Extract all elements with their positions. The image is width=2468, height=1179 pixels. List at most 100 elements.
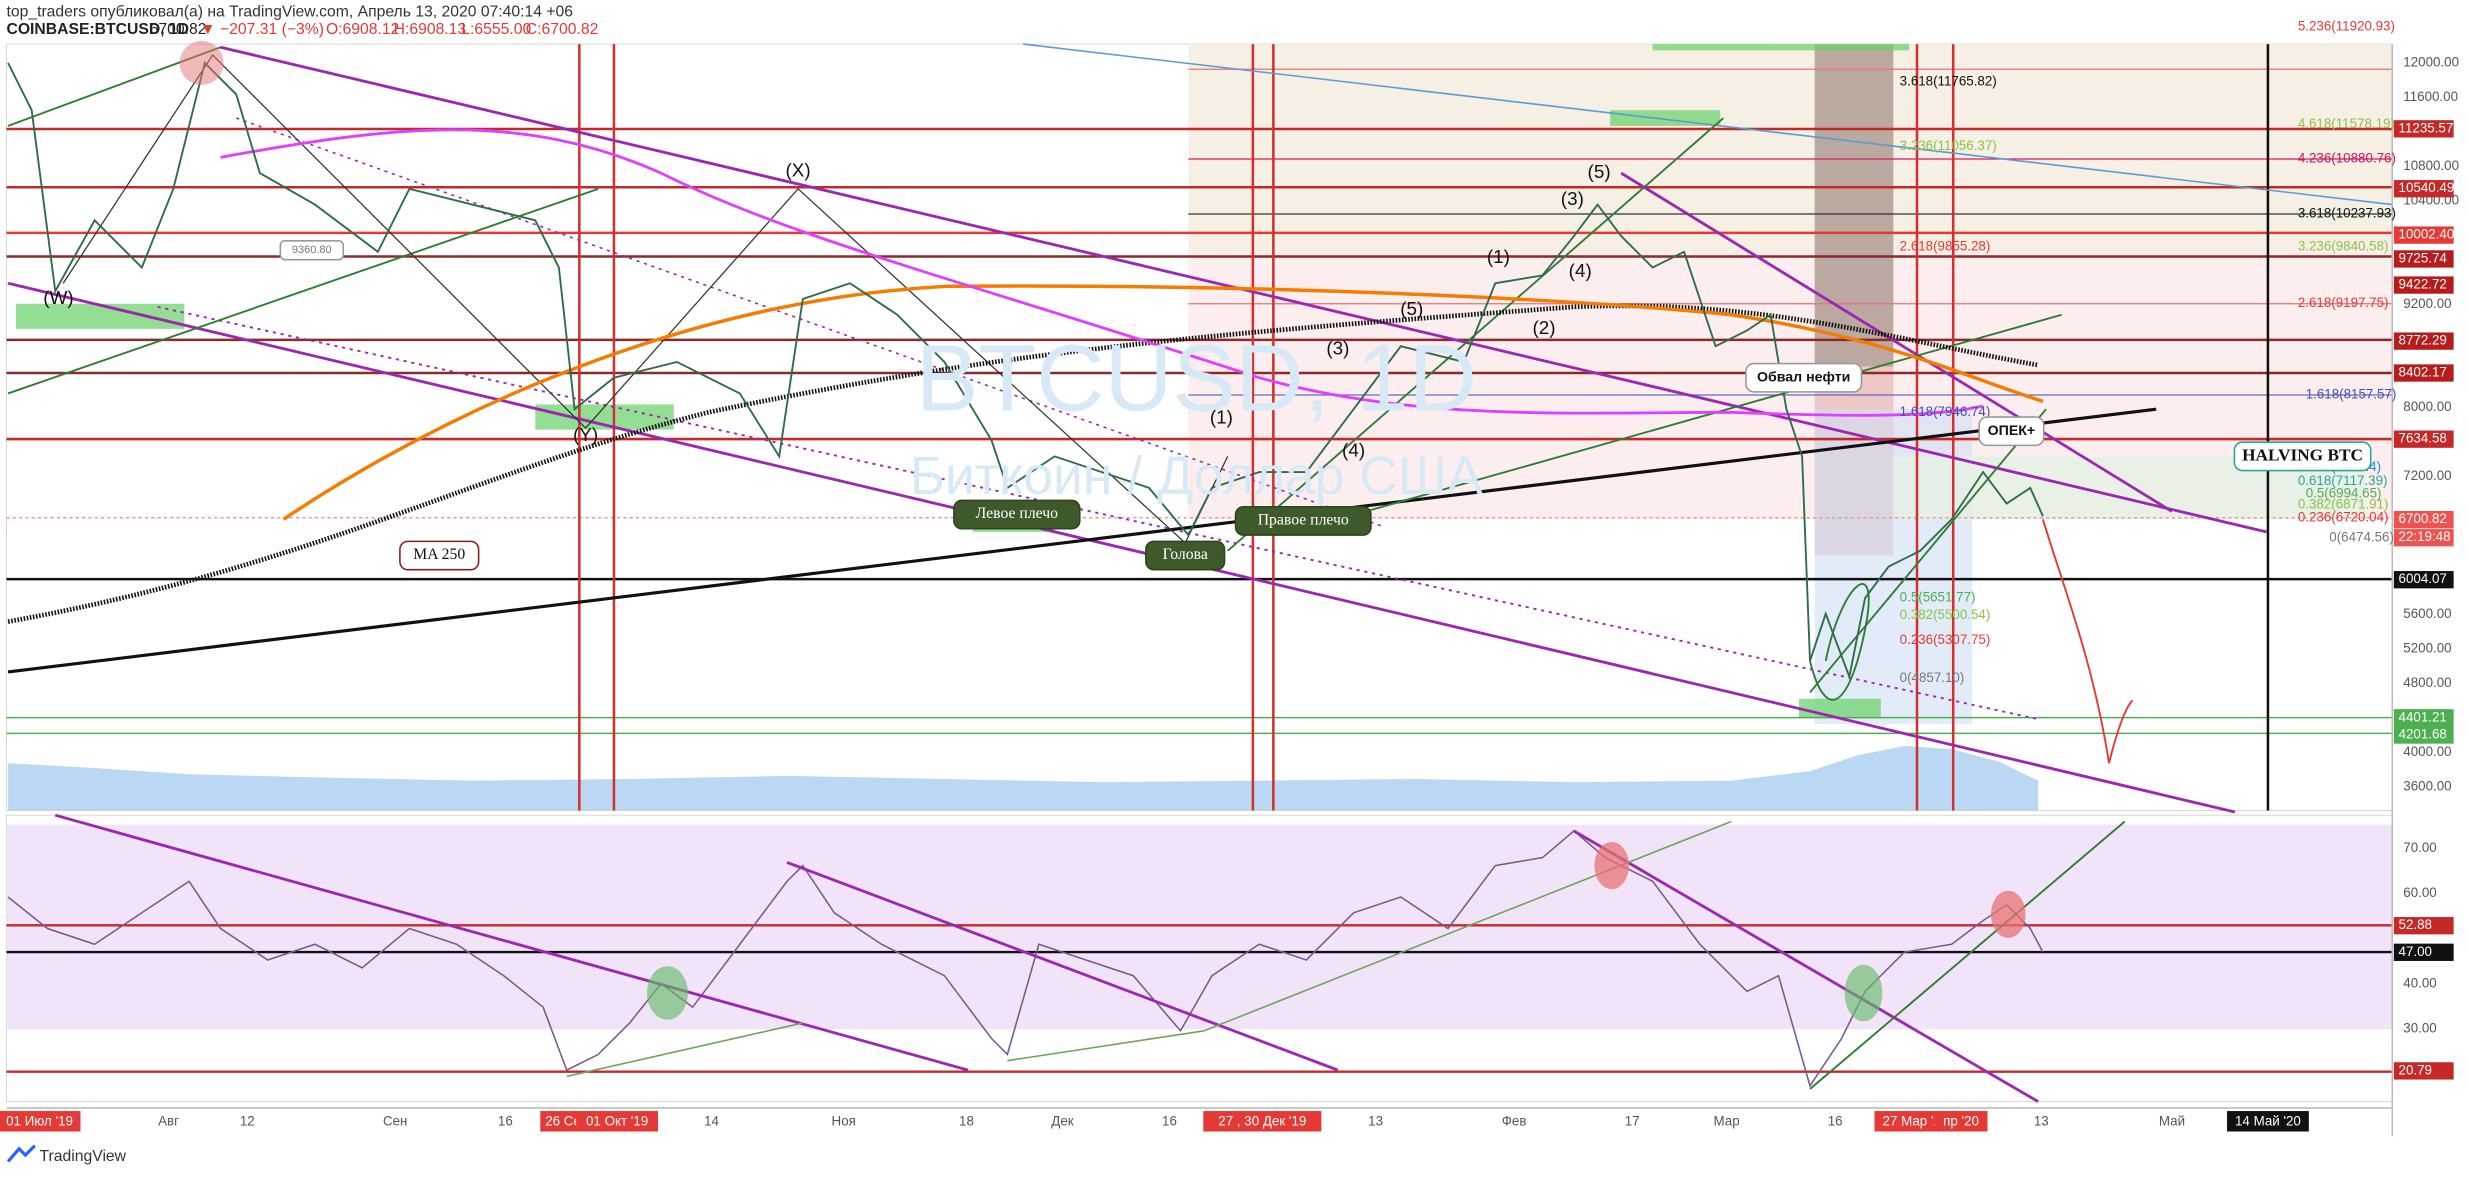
price-tick-label: 5600.00 xyxy=(2403,606,2451,621)
time-label: 27 , 30 Дек '19 xyxy=(1218,1114,1306,1129)
price-label-bg xyxy=(2393,510,2454,529)
level-lines xyxy=(6,68,2393,735)
fib-label: 0(6474.56) xyxy=(2329,530,2394,545)
tv-logo xyxy=(6,1144,36,1163)
rsi-trend-lines xyxy=(54,813,2126,1103)
wave-label: (3) xyxy=(1326,338,1349,359)
price-label: 6004.07 xyxy=(2399,571,2447,586)
rsi-label-bg xyxy=(2393,917,2454,935)
price-tick-label: 4800.00 xyxy=(2403,675,2451,690)
annotation: Обвал нефти xyxy=(1757,369,1850,385)
fib-label: 1.618(8157.57) xyxy=(2306,387,2397,402)
wave-label: (1) xyxy=(1210,408,1233,429)
wave-label: (Y) xyxy=(573,425,598,446)
symbol-line: COINBASE:BTCUSD, 1D 6700.82 ▼ −207.31 (−… xyxy=(6,21,598,38)
wave-label: (X) xyxy=(785,161,810,182)
time-label: 14 xyxy=(704,1114,719,1129)
price-tick-label: 4000.00 xyxy=(2403,744,2451,759)
fib-label: 0.382(5500.54) xyxy=(1900,607,1991,622)
rsi-tick-label: 70.00 xyxy=(2403,840,2436,855)
time-label: Май xyxy=(2159,1114,2185,1129)
price-label-bg xyxy=(2393,430,2454,448)
price-label: 10002.40 xyxy=(2399,227,2455,242)
price-label: 9725.74 xyxy=(2399,250,2448,265)
last-price: 6700.82 xyxy=(150,21,207,38)
footer-brand: TradingView xyxy=(40,1148,127,1165)
price-label: 8402.17 xyxy=(2399,365,2447,380)
price-tick-label: 7200.00 xyxy=(2403,468,2451,483)
price-tick-label: 9200.00 xyxy=(2403,296,2451,311)
price-tick-label: 12000.00 xyxy=(2403,54,2459,69)
price-tick-label: 10800.00 xyxy=(2403,158,2459,173)
time-label: Фев xyxy=(1502,1114,1527,1129)
rsi-tick-label: 60.00 xyxy=(2403,885,2436,900)
fib-label: 4.618(11578.19) xyxy=(2298,116,2395,131)
fib-label: 1.618(7946.74) xyxy=(1900,404,1991,419)
time-label: 16 xyxy=(1828,1114,1843,1129)
time-label-bg xyxy=(0,1111,81,1132)
price-tick-label: 5200.00 xyxy=(2403,641,2451,656)
price-label-bg xyxy=(2393,250,2454,268)
fib-label: 3.236(9840.58) xyxy=(2298,239,2389,254)
note: 9360.80 xyxy=(292,244,332,256)
fib-label: 2.618(9855.28) xyxy=(1900,239,1991,254)
annotation-box xyxy=(953,499,1081,530)
fib-label: 0.236(5307.75) xyxy=(1900,632,1991,647)
price-label: 9422.72 xyxy=(2399,277,2447,292)
annotation-box xyxy=(1145,540,1226,571)
price-tick-label: 3600.00 xyxy=(2403,778,2451,793)
price-label: 11235.57 xyxy=(2399,120,2454,135)
fib-label: 0.5(6994.65) xyxy=(2306,486,2382,501)
price-label-bg xyxy=(2393,726,2454,744)
close: C:6700.82 xyxy=(526,21,599,38)
time-label: 13 xyxy=(1368,1114,1383,1129)
price-label-bg xyxy=(2393,276,2454,294)
price-line xyxy=(7,61,2044,681)
wave-label: (W) xyxy=(43,288,73,309)
fib-label: 3.618(10237.93) xyxy=(2298,206,2396,221)
time-label: 01 Окт '19 xyxy=(586,1114,648,1129)
wave-label: (1) xyxy=(1487,247,1510,268)
time-label: 16 xyxy=(1162,1114,1177,1129)
wave-label: (5) xyxy=(1400,299,1423,320)
price-label: 8772.29 xyxy=(2399,333,2447,348)
fib-label: 2.618(9197.75) xyxy=(2298,295,2389,310)
time-label-bg xyxy=(1934,1111,1988,1132)
marker xyxy=(179,40,224,85)
fib-zone xyxy=(1188,44,2393,252)
fib-label: 0.5(5651.77) xyxy=(1900,590,1976,605)
high: H:6908.13 xyxy=(394,21,467,38)
rsi-tick-label: 40.00 xyxy=(2403,976,2436,991)
price-label-bg xyxy=(2393,332,2454,350)
time-label: 14 Май '20 xyxy=(2235,1114,2301,1129)
time-label: 01 Июл '19 xyxy=(6,1114,73,1129)
rsi-label: 20.79 xyxy=(2399,1062,2432,1077)
annotation: MA 250 xyxy=(413,546,465,563)
time-label-bg xyxy=(1203,1111,1322,1132)
time-label: Дек xyxy=(1051,1114,1073,1129)
wave-label: (4) xyxy=(1569,261,1592,282)
symbol: COINBASE:BTCUSD, 1D xyxy=(6,21,189,38)
time-label: Авг xyxy=(158,1114,179,1129)
annotation: Правое плечо xyxy=(1258,512,1349,529)
fib-label: 0.382(6871.91) xyxy=(2298,497,2389,512)
annotation: Голова xyxy=(1163,546,1208,563)
price-tick-label: 8000.00 xyxy=(2403,399,2451,414)
time-label: пр '20 xyxy=(1943,1114,1979,1129)
annotation: ОПЕК+ xyxy=(1988,423,2036,439)
annotation-box xyxy=(1745,362,1863,393)
highlight-box xyxy=(1814,44,1894,367)
annotation-box xyxy=(1234,505,1372,536)
rsi-tick-label: 30.00 xyxy=(2403,1021,2436,1036)
time-label-bg xyxy=(576,1111,659,1132)
price-label-bg xyxy=(2393,571,2454,589)
author-line: top_traders опубликовал(а) на TradingVie… xyxy=(6,4,573,21)
time-label: 18 xyxy=(959,1114,974,1129)
countdown-bg xyxy=(2393,529,2454,547)
wave-label: (5) xyxy=(1588,162,1611,183)
fib-label: 4.236(10880.76) xyxy=(2298,150,2396,165)
time-label: 16 xyxy=(498,1114,513,1129)
annotation: Левое плечо xyxy=(976,505,1059,522)
price-label: 7634.58 xyxy=(2399,431,2447,446)
